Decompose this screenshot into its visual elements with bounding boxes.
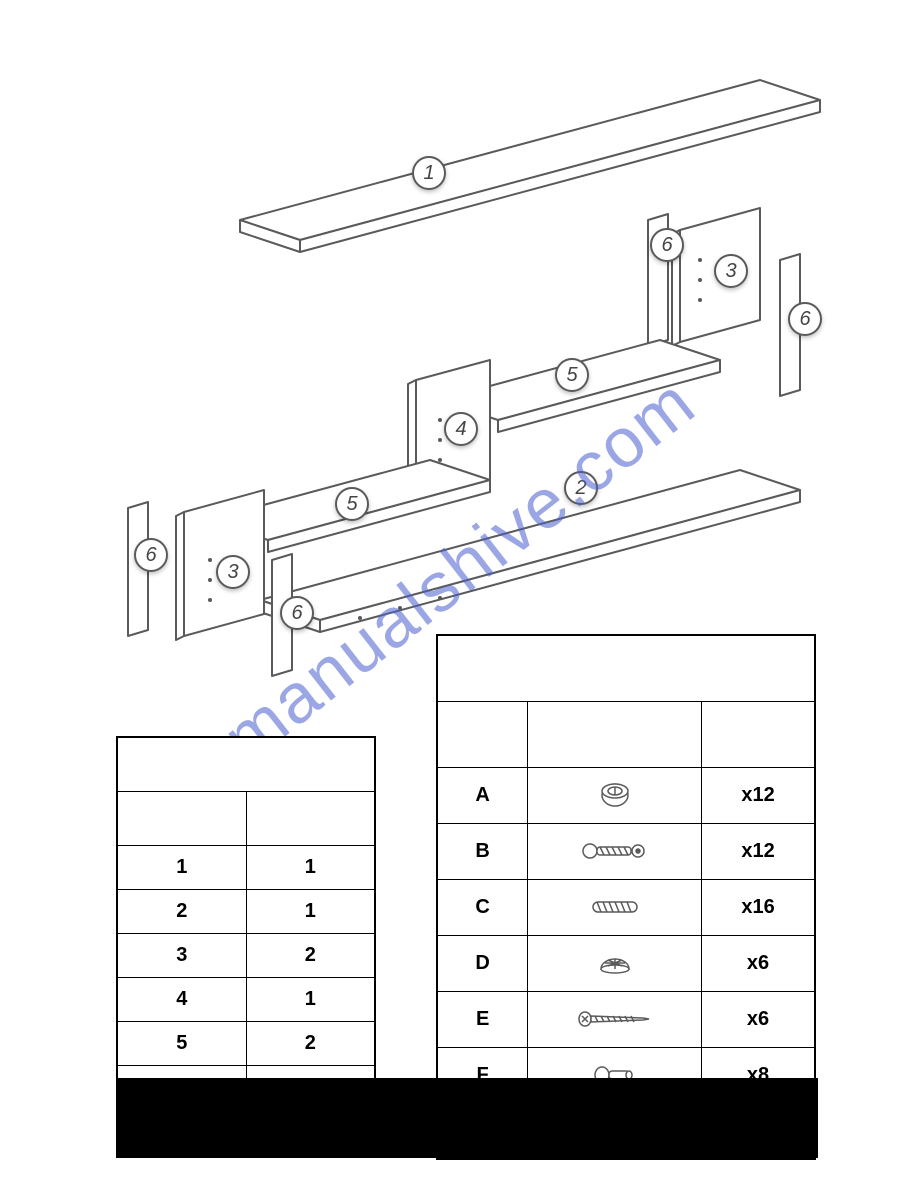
cam-lock-icon [528,767,702,823]
table-row: D x6 [437,935,815,991]
table-row: 21 [117,889,375,933]
table-row: A x12 [437,767,815,823]
cap-icon [528,935,702,991]
table-row: 11 [117,845,375,889]
footer-black-strip [116,1078,818,1158]
callout-6b: 6 [788,302,822,336]
callout-1: 1 [412,156,446,190]
parts-table: 11 21 32 41 52 64 [116,736,376,1110]
cam-bolt-icon [528,823,702,879]
assembly-page: 1 6 3 6 5 4 2 5 6 3 6 manualshive.com 11… [0,0,918,1188]
screw-icon [528,991,702,1047]
parts-table-header [117,737,375,791]
callout-6a: 6 [650,228,684,262]
callout-6c: 6 [134,538,168,572]
table-row: C x16 [437,879,815,935]
callout-5a: 5 [555,358,589,392]
table-row: 41 [117,977,375,1021]
callout-2: 2 [564,471,598,505]
table-row: E x6 [437,991,815,1047]
exploded-diagram [0,0,918,700]
callout-3a: 3 [714,254,748,288]
parts-col1-header [117,791,246,845]
dowel-icon [528,879,702,935]
table-row: 52 [117,1021,375,1065]
table-row: 32 [117,933,375,977]
callout-3b: 3 [216,555,250,589]
callout-6d: 6 [280,596,314,630]
table-row: B x12 [437,823,815,879]
callout-5b: 5 [335,487,369,521]
callout-4: 4 [444,412,478,446]
parts-col2-header [246,791,375,845]
hardware-table-header [437,635,815,701]
